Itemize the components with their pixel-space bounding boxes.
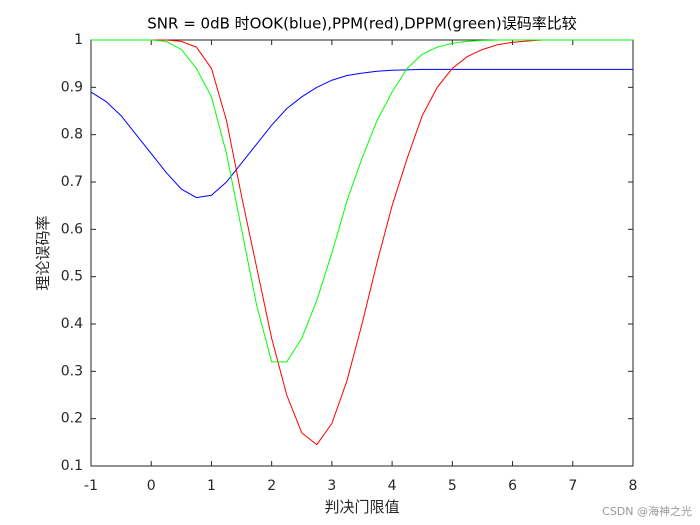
x-tick-label: 3 <box>327 478 336 494</box>
x-tick-label: 0 <box>147 478 156 494</box>
line-series <box>91 39 633 363</box>
y-tick-label: 0.8 <box>61 127 83 143</box>
x-tick-label: 8 <box>629 478 638 494</box>
y-tick-label: 0.5 <box>61 269 83 285</box>
y-tick-label: 0.7 <box>61 174 83 190</box>
chart-title: SNR = 0dB 时OOK(blue),PPM(red),DPPM(green… <box>147 15 576 33</box>
plot-frame <box>90 39 634 467</box>
x-tick-label: 4 <box>388 478 397 494</box>
x-tick-label: 2 <box>267 478 276 494</box>
x-tick-label: 6 <box>508 478 517 494</box>
x-tick-label: 1 <box>207 478 216 494</box>
y-tick-label: 1 <box>74 32 83 48</box>
y-tick-label: 0.4 <box>61 316 83 332</box>
watermark: CSDN @海神之光 <box>602 504 692 518</box>
y-tick-label: 0.1 <box>61 458 83 474</box>
x-axis-label: 判决门限值 <box>324 498 399 516</box>
y-axis-label: 理论误码率 <box>34 215 52 290</box>
x-tick-label: 7 <box>568 478 577 494</box>
y-tick-label: 0.2 <box>61 411 83 427</box>
y-tick-label: 0.9 <box>61 79 83 95</box>
x-tick-label: -1 <box>84 478 98 494</box>
x-tick-label: 5 <box>448 478 457 494</box>
y-tick-label: 0.6 <box>61 221 83 237</box>
line-series <box>90 68 633 199</box>
y-tick-label: 0.3 <box>61 363 83 379</box>
